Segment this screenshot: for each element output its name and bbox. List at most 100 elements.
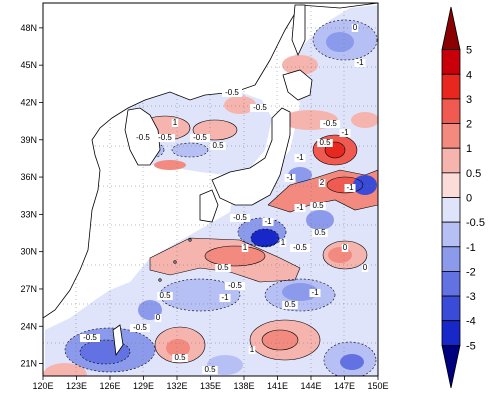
- contour-label: 1: [250, 345, 255, 354]
- colorbar-label: -3: [466, 291, 476, 303]
- lon-tick-label: 144E: [300, 381, 321, 391]
- lat-tick-label: 48N: [20, 23, 37, 33]
- contour-label-bg: [210, 142, 226, 150]
- contour-label: -1: [221, 293, 229, 302]
- lat-tick-label: 36N: [20, 172, 37, 182]
- contour-label-bg: [215, 264, 231, 272]
- contour-label-bg: [241, 244, 249, 252]
- latitude-ticks: 48N 45N 42N 39N 36N 33N 30N 27N 24N 21N: [20, 23, 43, 369]
- contour-label: -1: [356, 58, 364, 67]
- colorbar-label: -5: [466, 340, 476, 352]
- contour-label: -0.5: [133, 323, 147, 332]
- contour-label: -0.5: [228, 281, 242, 290]
- lat-tick-label: 27N: [20, 284, 37, 294]
- colorbar-bin: [441, 172, 461, 198]
- contour-label-bg: [222, 89, 242, 97]
- contour-label: 0.5: [217, 263, 229, 272]
- colorbar-label: 3: [466, 94, 472, 106]
- contour-label: 0.5: [312, 201, 324, 210]
- colorbar-bin: [441, 221, 461, 248]
- contour-label: 0: [353, 23, 358, 32]
- contour-label-bg: [202, 366, 218, 374]
- contour-label-bg: [317, 139, 333, 147]
- colorbar-label: 2: [466, 119, 472, 131]
- colorbar-bin: [441, 320, 461, 346]
- contour-lines: [64, 19, 378, 376]
- contour-label-bg: [320, 120, 340, 128]
- contour-label: -0.5: [83, 333, 97, 342]
- contour-label-bg: [230, 214, 250, 222]
- longitude-ticks: 120E 123E 126E 129E 132E 135E 138E 141E 144E 147E…: [32, 376, 389, 391]
- lat-tick-label: 45N: [20, 60, 37, 70]
- contour-label: -1: [264, 217, 272, 226]
- lon-tick-label: 132E: [166, 381, 187, 391]
- contour-label: 1: [173, 118, 178, 127]
- contour-label-bg: [279, 239, 287, 247]
- contour-label-bg: [294, 204, 306, 212]
- lat-tick-label: 24N: [20, 321, 37, 331]
- contour-label: -0.5: [233, 213, 247, 222]
- colorbar-bin: [441, 344, 461, 389]
- contour-label: -0.5: [293, 243, 307, 252]
- contour-label: 0.5: [212, 141, 224, 150]
- colorbar-bin: [441, 147, 461, 174]
- contour-label: 0: [343, 243, 348, 252]
- contour-label: -1: [311, 288, 319, 297]
- colorbar-bin: [441, 197, 461, 223]
- colorbar-label: -2: [466, 266, 476, 278]
- colorbar-label: -4: [466, 316, 476, 328]
- contour-label: -0.5: [158, 133, 172, 142]
- contour-label-bg: [312, 229, 328, 237]
- colorbar-label: 4: [466, 69, 472, 81]
- lon-tick-label: 135E: [200, 381, 221, 391]
- colorbar-label: 1: [466, 143, 472, 155]
- lon-tick-label: 123E: [66, 381, 87, 391]
- contour-label: 0.5: [204, 365, 216, 374]
- contour-label-bg: [155, 134, 175, 142]
- contour-label: -0.5: [253, 103, 267, 112]
- contour-labels: -0.5 -0.5 -0.50.5-0.51-0.5-10-1-10.5-1-1-1…: [80, 23, 369, 374]
- colorbar-bin: [441, 295, 461, 322]
- contour-label-bg: [133, 134, 153, 142]
- colorbar-label: 0: [466, 193, 472, 205]
- coastlines: [43, 3, 378, 357]
- colorbar-bin: [441, 49, 461, 75]
- contour-label: -0.5: [225, 88, 239, 97]
- contour-label: -0.5: [193, 133, 207, 142]
- contour-label-bg: [294, 154, 306, 162]
- contour-label: -1: [341, 128, 349, 137]
- contour-label-bg: [282, 301, 298, 309]
- contour-label-bg: [284, 174, 296, 182]
- contour-label: -1: [346, 183, 354, 192]
- colorbar-bin: [441, 271, 461, 297]
- contour-label-bg: [344, 184, 356, 192]
- lon-tick-label: 147E: [334, 381, 355, 391]
- contour-label-bg: [354, 59, 366, 67]
- colorbar-bin: [441, 98, 461, 124]
- contour-label: -0.5: [136, 133, 150, 142]
- colorbar-label: -0.5: [466, 217, 485, 229]
- lat-tick-label: 30N: [20, 247, 37, 257]
- colorbar-bin: [441, 246, 461, 272]
- contour-label-bg: [361, 264, 369, 272]
- contour-label-bg: [310, 202, 326, 210]
- contour-label-bg: [171, 119, 179, 127]
- contour-label: 1: [281, 238, 286, 247]
- lon-tick-label: 126E: [99, 381, 120, 391]
- contour-label-bg: [351, 24, 359, 32]
- contour-label: 0: [156, 313, 161, 322]
- contour-label: 2: [320, 178, 325, 187]
- lon-tick-label: 141E: [267, 381, 288, 391]
- lon-tick-label: 138E: [233, 381, 254, 391]
- contour-label: 0: [363, 263, 368, 272]
- contour-label-bg: [339, 129, 351, 137]
- colorbar-bin: [441, 73, 461, 100]
- contour-label-bg: [130, 324, 150, 332]
- lon-tick-label: 150E: [367, 381, 388, 391]
- contour-label-bg: [157, 292, 173, 300]
- contour-label-bg: [248, 346, 256, 354]
- contour-label: -1: [296, 203, 304, 212]
- contour-label-bg: [250, 104, 270, 112]
- contour-label: 0.5: [159, 291, 171, 300]
